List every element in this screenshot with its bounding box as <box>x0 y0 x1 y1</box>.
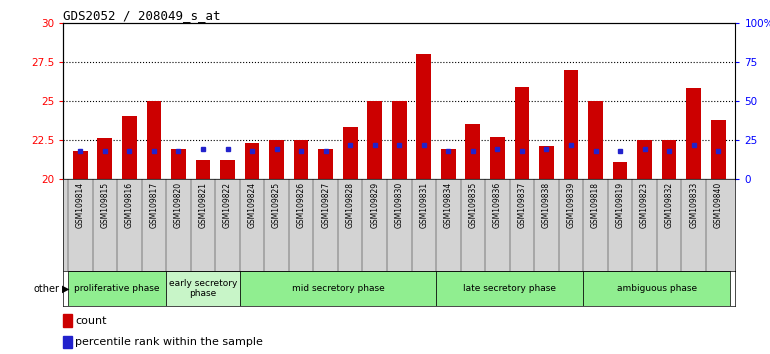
Text: GSM109838: GSM109838 <box>542 182 551 228</box>
Bar <box>441 149 456 179</box>
Text: GSM109839: GSM109839 <box>567 182 575 228</box>
Text: GSM109830: GSM109830 <box>395 182 403 228</box>
Text: GSM109814: GSM109814 <box>75 182 85 228</box>
Text: GSM109823: GSM109823 <box>640 182 649 228</box>
Text: GSM109818: GSM109818 <box>591 182 600 228</box>
Bar <box>73 151 88 179</box>
Text: GSM109835: GSM109835 <box>468 182 477 228</box>
Text: GSM109837: GSM109837 <box>517 182 527 228</box>
Text: GSM109827: GSM109827 <box>321 182 330 228</box>
Bar <box>239 271 436 306</box>
Bar <box>661 140 677 179</box>
Bar <box>417 54 431 179</box>
Text: GSM109819: GSM109819 <box>615 182 624 228</box>
Text: GSM109825: GSM109825 <box>272 182 281 228</box>
Text: GDS2052 / 208049_s_at: GDS2052 / 208049_s_at <box>63 9 221 22</box>
Text: GSM109833: GSM109833 <box>689 182 698 228</box>
Bar <box>588 101 603 179</box>
Text: GSM109829: GSM109829 <box>370 182 379 228</box>
Bar <box>98 138 112 179</box>
Text: ambiguous phase: ambiguous phase <box>617 284 697 293</box>
Text: count: count <box>75 316 106 326</box>
Bar <box>245 143 259 179</box>
Bar <box>63 314 72 327</box>
Bar <box>490 137 505 179</box>
Bar <box>343 127 357 179</box>
Bar <box>166 271 239 306</box>
Bar <box>367 101 382 179</box>
Text: GSM109817: GSM109817 <box>149 182 159 228</box>
Bar <box>122 116 137 179</box>
Bar <box>539 146 554 179</box>
Bar <box>270 140 284 179</box>
Text: GSM109816: GSM109816 <box>125 182 134 228</box>
Bar <box>638 140 652 179</box>
Bar <box>63 336 72 348</box>
Text: GSM109832: GSM109832 <box>665 182 674 228</box>
Bar <box>68 271 166 306</box>
Bar <box>686 88 701 179</box>
Bar <box>293 140 309 179</box>
Bar <box>514 87 529 179</box>
Text: other: other <box>33 284 59 293</box>
Text: GSM109820: GSM109820 <box>174 182 183 228</box>
Bar <box>436 271 583 306</box>
Text: proliferative phase: proliferative phase <box>75 284 160 293</box>
Bar <box>711 120 725 179</box>
Bar <box>171 149 186 179</box>
Text: GSM109834: GSM109834 <box>444 182 453 228</box>
Bar <box>392 101 407 179</box>
Bar <box>318 149 333 179</box>
Bar <box>583 271 731 306</box>
Bar <box>613 162 628 179</box>
Text: early secretory
phase: early secretory phase <box>169 279 237 298</box>
Text: percentile rank within the sample: percentile rank within the sample <box>75 337 263 347</box>
Text: GSM109824: GSM109824 <box>247 182 256 228</box>
Text: GSM109822: GSM109822 <box>223 182 232 228</box>
Text: GSM109836: GSM109836 <box>493 182 502 228</box>
Bar <box>466 124 480 179</box>
Text: ▶: ▶ <box>62 284 70 293</box>
Bar <box>196 160 210 179</box>
Text: GSM109828: GSM109828 <box>346 182 355 228</box>
Text: GSM109831: GSM109831 <box>420 182 428 228</box>
Text: GSM109840: GSM109840 <box>714 182 723 228</box>
Bar <box>564 70 578 179</box>
Text: GSM109821: GSM109821 <box>199 182 207 228</box>
Bar <box>220 160 235 179</box>
Text: mid secretory phase: mid secretory phase <box>292 284 384 293</box>
Text: GSM109815: GSM109815 <box>100 182 109 228</box>
Text: GSM109826: GSM109826 <box>296 182 306 228</box>
Bar <box>146 101 161 179</box>
Text: late secretory phase: late secretory phase <box>463 284 556 293</box>
